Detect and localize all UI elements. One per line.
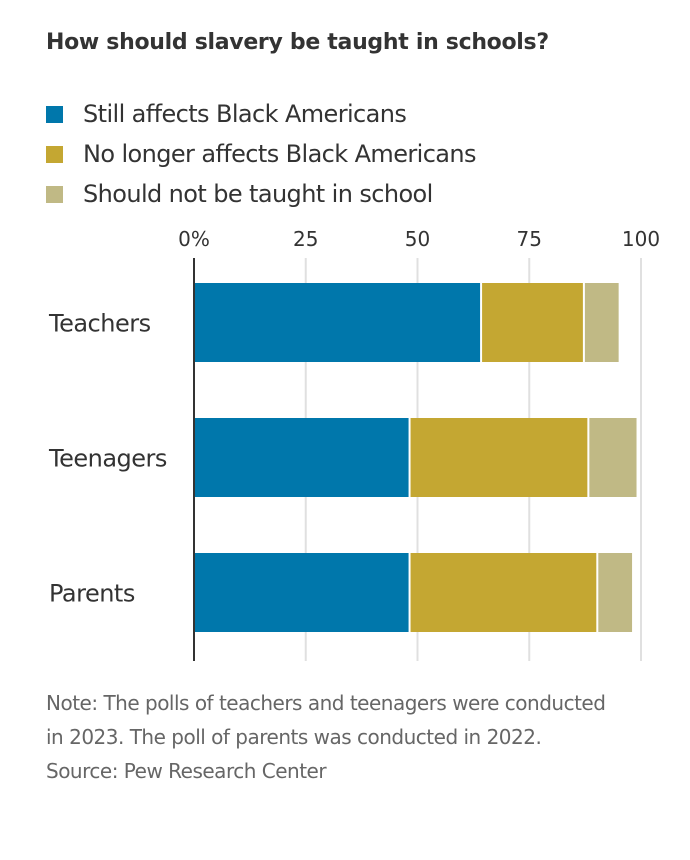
category-label: Teachers bbox=[48, 310, 151, 338]
legend-label: Should not be taught in school bbox=[83, 180, 433, 208]
x-tick-label: 50 bbox=[405, 227, 430, 251]
bar-teachers-series-1 bbox=[482, 283, 583, 362]
legend-label: No longer affects Black Americans bbox=[83, 140, 477, 168]
x-tick-label: 75 bbox=[517, 227, 542, 251]
category-label: Parents bbox=[49, 580, 135, 608]
legend-label: Still affects Black Americans bbox=[83, 100, 407, 128]
bar-teachers-series-0 bbox=[194, 283, 481, 362]
bar-teachers-series-2 bbox=[584, 283, 619, 362]
x-tick-label: 0% bbox=[178, 227, 210, 251]
bar-parents-series-1 bbox=[410, 553, 597, 632]
bar-parents-series-0 bbox=[194, 553, 409, 632]
legend-item-not-taught: Should not be taught in school bbox=[46, 174, 476, 214]
x-tick-labels: 0% 25 50 75 100 bbox=[178, 227, 660, 251]
bar-chart: 0% 25 50 75 100 Teachers Teenagers Parents bbox=[48, 227, 660, 661]
bars bbox=[194, 283, 637, 632]
chart-title: How should slavery be taught in schools? bbox=[46, 30, 549, 55]
category-label: Teenagers bbox=[48, 445, 167, 473]
legend: Still affects Black Americans No longer … bbox=[46, 94, 477, 214]
footer-source: Source: Pew Research Center bbox=[46, 759, 327, 783]
footer-note: Note: The polls of teachers and teenager… bbox=[46, 691, 606, 749]
legend-swatch-still-affects bbox=[46, 105, 63, 123]
bar-teenagers-series-2 bbox=[589, 418, 637, 497]
bar-parents-series-2 bbox=[598, 553, 633, 632]
bar-teenagers-series-0 bbox=[194, 418, 409, 497]
footer: Note: The polls of teachers and teenager… bbox=[46, 686, 606, 788]
legend-swatch-not-taught bbox=[46, 185, 63, 203]
category-labels: Teachers Teenagers Parents bbox=[48, 310, 167, 608]
legend-item-still-affects: Still affects Black Americans bbox=[46, 94, 476, 134]
x-tick-label: 100 bbox=[622, 227, 660, 251]
x-tick-label: 25 bbox=[293, 227, 318, 251]
bar-teenagers-series-1 bbox=[410, 418, 588, 497]
legend-swatch-no-longer-affects bbox=[46, 145, 63, 163]
legend-item-no-longer-affects: No longer affects Black Americans bbox=[46, 134, 477, 174]
